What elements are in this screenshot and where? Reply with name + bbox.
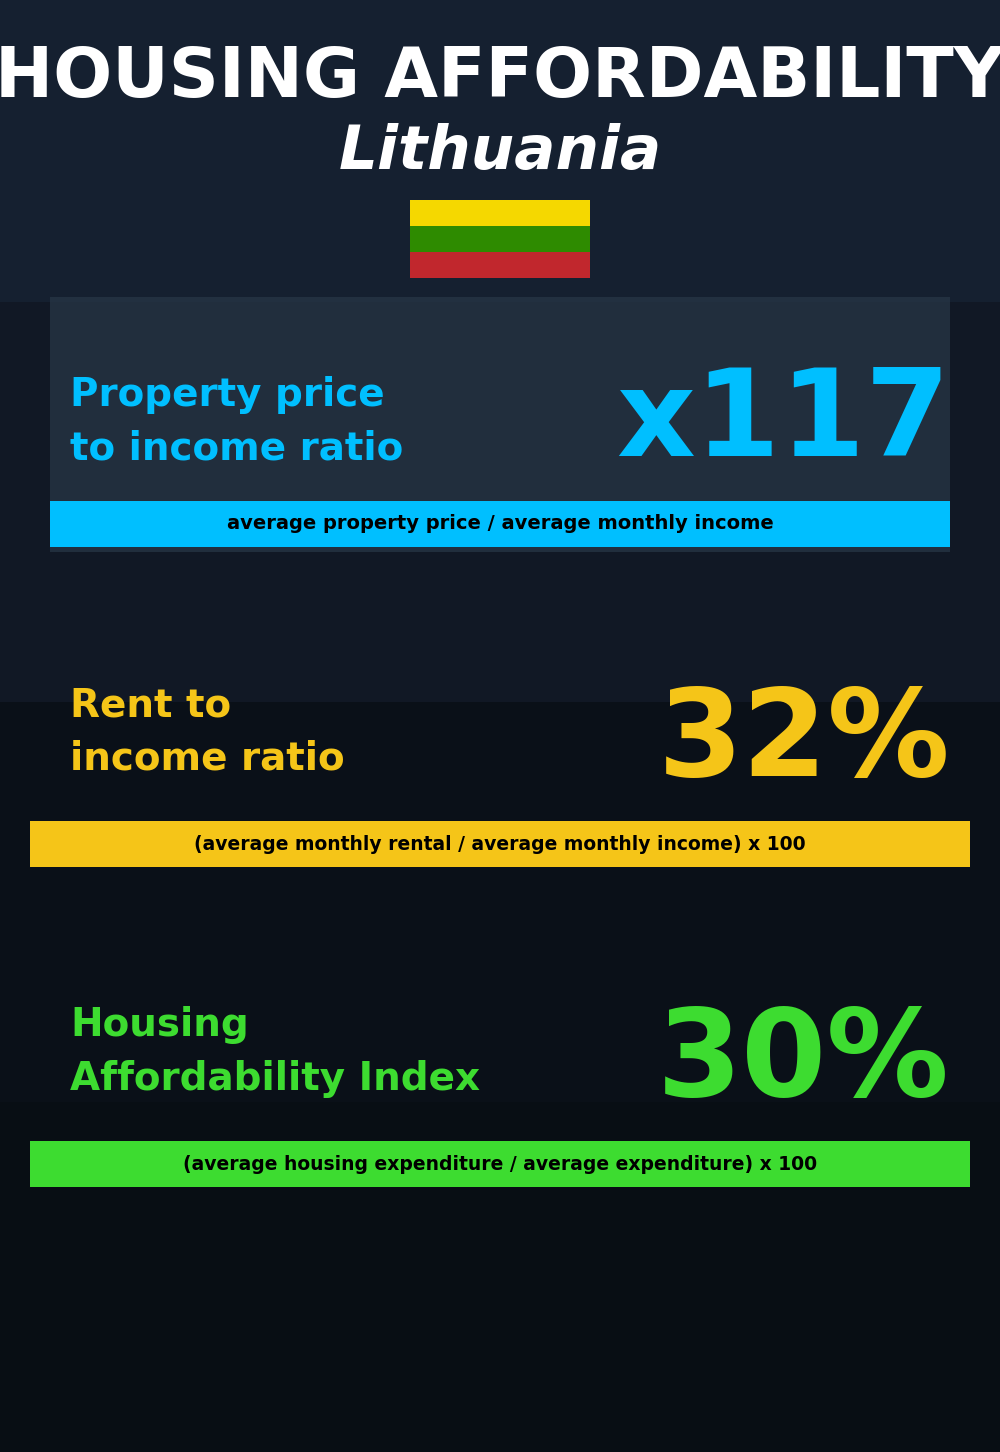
FancyBboxPatch shape bbox=[0, 1102, 1000, 1452]
FancyBboxPatch shape bbox=[410, 200, 590, 227]
FancyBboxPatch shape bbox=[50, 501, 950, 547]
FancyBboxPatch shape bbox=[30, 1141, 970, 1186]
Text: x117: x117 bbox=[616, 363, 950, 481]
Text: (average housing expenditure / average expenditure) x 100: (average housing expenditure / average e… bbox=[183, 1154, 817, 1173]
Text: Lithuania: Lithuania bbox=[338, 122, 662, 182]
Text: average property price / average monthly income: average property price / average monthly… bbox=[227, 514, 773, 533]
FancyBboxPatch shape bbox=[410, 253, 590, 277]
FancyBboxPatch shape bbox=[0, 302, 1000, 701]
FancyBboxPatch shape bbox=[0, 701, 1000, 1102]
Text: Rent to
income ratio: Rent to income ratio bbox=[70, 687, 345, 777]
Text: (average monthly rental / average monthly income) x 100: (average monthly rental / average monthl… bbox=[194, 835, 806, 854]
Text: Housing
Affordability Index: Housing Affordability Index bbox=[70, 1006, 480, 1098]
Text: Property price
to income ratio: Property price to income ratio bbox=[70, 376, 403, 468]
FancyBboxPatch shape bbox=[30, 820, 970, 867]
Text: 32%: 32% bbox=[657, 684, 950, 800]
FancyBboxPatch shape bbox=[0, 0, 1000, 302]
Text: HOUSING AFFORDABILITY: HOUSING AFFORDABILITY bbox=[0, 44, 1000, 110]
FancyBboxPatch shape bbox=[410, 227, 590, 253]
FancyBboxPatch shape bbox=[50, 298, 950, 552]
Text: 30%: 30% bbox=[657, 1003, 950, 1121]
